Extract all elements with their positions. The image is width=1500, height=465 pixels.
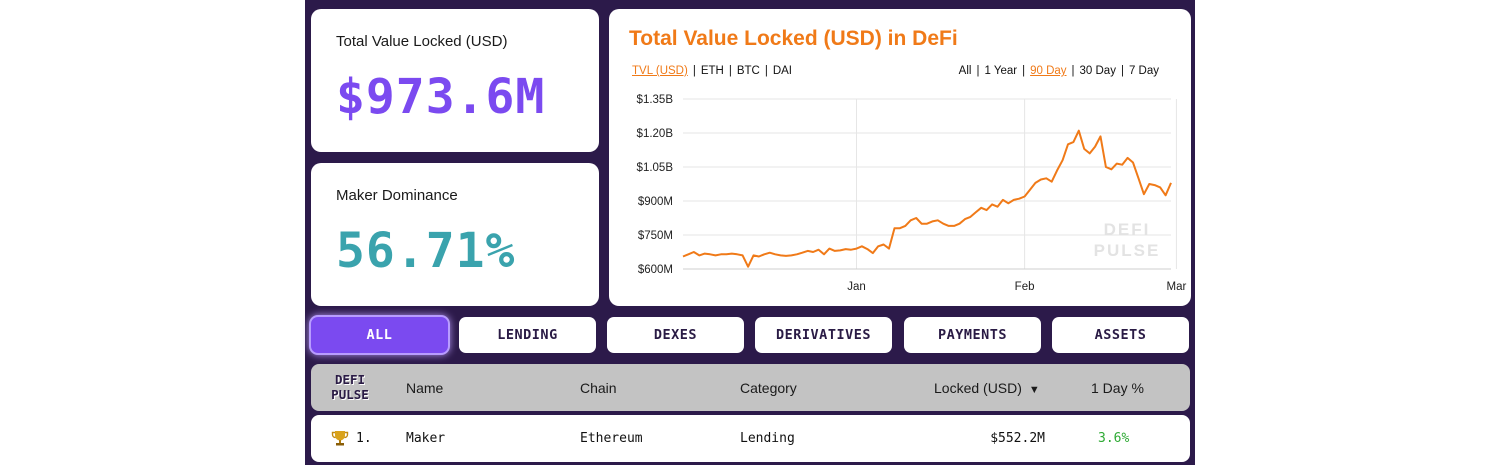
tvl-label: Total Value Locked (USD) xyxy=(336,33,508,50)
tab-all[interactable]: ALL xyxy=(311,317,448,353)
range-option-1-year[interactable]: 1 Year xyxy=(984,65,1018,77)
y-tick-label: $1.20B xyxy=(637,128,674,140)
y-tick-label: $600M xyxy=(638,264,673,276)
header-locked-label: Locked (USD) xyxy=(934,380,1022,396)
dominance-value: 56.71% xyxy=(336,223,516,279)
header-name[interactable]: Name xyxy=(406,380,444,396)
trophy-icon xyxy=(331,431,349,446)
defi-pulse-logo: DEFI PULSE xyxy=(325,372,375,402)
header-day-change[interactable]: 1 Day % xyxy=(1091,380,1144,396)
metric-option-eth[interactable]: ETH xyxy=(700,65,724,77)
row-locked: $552.2M xyxy=(990,431,1045,446)
x-tick-label: Feb xyxy=(1015,281,1035,293)
dominance-label: Maker Dominance xyxy=(336,187,458,204)
dominance-card: Maker Dominance 56.71% xyxy=(311,163,599,306)
row-category: Lending xyxy=(740,431,795,446)
chart-watermark-line-2: PULSE xyxy=(1094,241,1161,260)
app-panel: Total Value Locked (USD) $973.6M Maker D… xyxy=(305,0,1195,465)
y-tick-label: $900M xyxy=(638,196,673,208)
range-option-7-day[interactable]: 7 Day xyxy=(1128,65,1159,77)
logo-line-1: DEFI xyxy=(334,372,366,387)
chart-watermark-line-1: DEFI xyxy=(1104,220,1151,239)
row-name[interactable]: Maker xyxy=(406,431,446,446)
range-option-all[interactable]: All xyxy=(958,65,972,77)
sort-desc-icon: ▼ xyxy=(1028,384,1040,396)
y-tick-label: $1.35B xyxy=(637,94,674,106)
x-tick-label: Mar xyxy=(1167,281,1187,293)
metric-option-tvl[interactable]: TVL (USD) xyxy=(632,65,688,77)
y-tick-label: $1.05B xyxy=(637,162,674,174)
row-rank: 1. xyxy=(356,431,372,446)
tvl-line-chart: DEFI PULSE $1.35B $1.20B $1.05B $900M $750M $… xyxy=(637,94,1187,293)
table-header: DEFI PULSE Name Chain Category Locked (U… xyxy=(311,364,1190,411)
tvl-series-line xyxy=(682,129,1172,268)
range-option-30-day[interactable]: 30 Day xyxy=(1079,65,1116,77)
tab-derivatives[interactable]: DERIVATIVES xyxy=(755,317,892,353)
tab-lending[interactable]: LENDING xyxy=(459,317,596,353)
row-chain: Ethereum xyxy=(580,431,643,446)
table-row[interactable]: 1. Maker Ethereum Lending $552.2M 3.6% xyxy=(311,415,1190,462)
tab-dexes[interactable]: DEXES xyxy=(607,317,744,353)
metric-option-dai[interactable]: DAI xyxy=(772,65,792,77)
header-locked[interactable]: Locked (USD) ▼ xyxy=(934,380,1040,396)
header-chain[interactable]: Chain xyxy=(580,380,617,396)
chart-card: Total Value Locked (USD) in DeFi TVL (US… xyxy=(609,9,1191,306)
header-category[interactable]: Category xyxy=(740,380,797,396)
metric-option-btc[interactable]: BTC xyxy=(736,65,760,77)
tab-assets[interactable]: ASSETS xyxy=(1052,317,1189,353)
x-tick-label: Jan xyxy=(847,281,866,293)
tvl-card: Total Value Locked (USD) $973.6M xyxy=(311,9,599,152)
y-tick-label: $750M xyxy=(638,230,673,242)
tvl-value: $973.6M xyxy=(336,69,546,125)
logo-line-2: PULSE xyxy=(331,387,369,402)
range-toggles: All | 1 Year | 90 Day | 30 Day | 7 Day xyxy=(958,65,1159,77)
row-day-change: 3.6% xyxy=(1098,431,1130,446)
chart-title: Total Value Locked (USD) in DeFi xyxy=(629,27,958,50)
metric-toggles: TVL (USD) | ETH | BTC | DAI xyxy=(632,65,792,77)
range-option-90-day[interactable]: 90 Day xyxy=(1030,65,1067,77)
tab-payments[interactable]: PAYMENTS xyxy=(904,317,1041,353)
